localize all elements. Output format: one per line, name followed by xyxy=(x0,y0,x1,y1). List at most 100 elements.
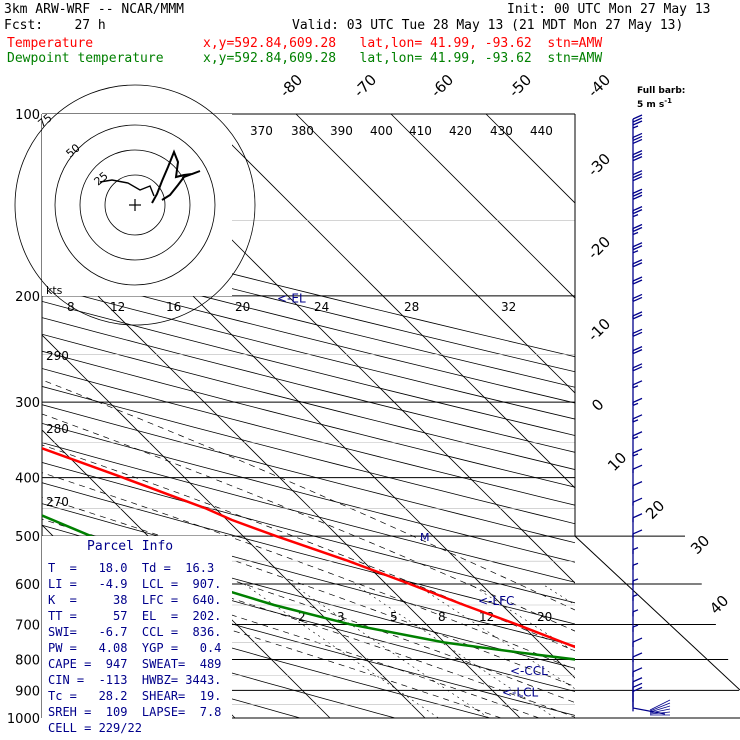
barb-full xyxy=(632,529,643,535)
wind-barb xyxy=(632,223,643,249)
isotherm-label: 40 xyxy=(706,592,732,618)
barb-full xyxy=(632,686,643,692)
barb-full xyxy=(632,349,643,355)
hodograph-trace-low xyxy=(99,179,155,197)
barb-full xyxy=(632,366,643,372)
parcel-row: PW = 4.08 YGP = 0.4 xyxy=(48,641,222,655)
mixing-ratio-label: 12 xyxy=(110,300,125,314)
hodograph-ring xyxy=(54,124,216,286)
barb-full xyxy=(632,513,643,519)
moist-adiabat xyxy=(42,555,540,718)
barb-full xyxy=(632,328,643,334)
wind-barb xyxy=(632,293,643,319)
wind-barb xyxy=(632,637,643,663)
parcel-row: TT = 57 EL = 202. xyxy=(48,609,222,623)
mixing-ratio-bottom-label: 5 xyxy=(390,610,398,624)
isotherm-label: -80 xyxy=(276,71,306,101)
isotherm-label: -30 xyxy=(584,150,614,180)
barb-full xyxy=(632,481,643,487)
parcel-marker: <-EL xyxy=(277,291,306,305)
barb-surface-cluster xyxy=(649,711,671,715)
mixing-ratio-label: 28 xyxy=(404,300,419,314)
barb-surface-cluster xyxy=(649,705,671,713)
barb-legend: Full barb: 5 m s-1 xyxy=(637,86,685,110)
barb-full xyxy=(632,677,643,683)
wind-barb xyxy=(632,578,639,601)
barb-full xyxy=(632,397,643,403)
temperature-legend: Temperature xyxy=(7,36,94,51)
barb-full xyxy=(632,431,643,437)
barb-surface-cluster xyxy=(649,708,671,714)
wind-barb xyxy=(632,311,643,336)
theta-label: 370 xyxy=(250,124,273,138)
mixing-ratio-line xyxy=(354,583,556,718)
theta-label: 380 xyxy=(291,124,314,138)
wind-barb xyxy=(632,497,643,523)
isotherm-label: 30 xyxy=(687,532,713,558)
barb-full xyxy=(632,682,643,688)
pressure-label: 500 xyxy=(15,530,40,545)
theta-left-label: 280 xyxy=(46,422,69,436)
parcel-row: SREH = 109 LAPSE= 7.8 xyxy=(48,705,222,719)
barb-full xyxy=(632,346,643,352)
mixing-ratio-bottom-label: 2 xyxy=(298,610,306,624)
isotherm-label: 0 xyxy=(588,395,607,414)
parcel-info-title: Parcel Info xyxy=(87,539,174,554)
pressure-label: 900 xyxy=(15,684,40,699)
barb-full xyxy=(632,132,643,139)
barb-half xyxy=(632,402,639,406)
barb-full xyxy=(632,191,643,197)
hodograph-ring xyxy=(79,149,191,261)
barb-half xyxy=(632,624,639,628)
barb-half xyxy=(632,419,639,423)
barb-full xyxy=(632,276,643,282)
parcel-marker: <-LCL xyxy=(502,685,538,699)
barb-half xyxy=(632,609,639,613)
barb-half xyxy=(632,593,639,598)
barb-full xyxy=(632,363,643,369)
hodograph-ring xyxy=(14,84,256,326)
dewpoint-legend: Dewpoint temperature xyxy=(7,51,164,66)
theta-label: 400 xyxy=(370,124,393,138)
theta-label: 420 xyxy=(449,124,472,138)
barb-full xyxy=(632,245,643,251)
wind-barb xyxy=(632,547,639,570)
barb-full xyxy=(632,262,643,268)
barb-full xyxy=(632,173,643,179)
pressure-label: 300 xyxy=(15,396,40,411)
barb-full xyxy=(632,188,643,194)
model-title: 3km ARW-WRF -- NCAR/MMM xyxy=(4,2,185,17)
barb-full xyxy=(632,331,643,337)
mixing-ratio-label: 24 xyxy=(314,300,329,314)
barb-full xyxy=(632,637,643,643)
pressure-label: 800 xyxy=(15,653,40,668)
moist-adiabat xyxy=(42,413,575,632)
isotherm-line xyxy=(295,114,575,394)
wind-barb xyxy=(632,448,643,474)
theta-label: 440 xyxy=(530,124,553,138)
pressure-label: 700 xyxy=(15,618,40,633)
isotherm-label: -60 xyxy=(427,71,457,101)
barb-full xyxy=(632,448,643,454)
barb-full xyxy=(632,279,643,285)
barb-full xyxy=(632,194,643,200)
wind-barb xyxy=(632,562,639,586)
barb-half xyxy=(632,547,639,551)
barb-full xyxy=(632,380,643,386)
barb-legend-line2: 5 m s-1 xyxy=(637,96,685,110)
isotherm-label: 10 xyxy=(604,449,630,475)
barb-full xyxy=(632,150,643,156)
temperature-location: x,y=592.84,609.28 lat,lon= 41.99, -93.62… xyxy=(203,36,603,51)
barb-half xyxy=(632,385,639,389)
barb-full xyxy=(632,153,643,159)
pressure-label: 200 xyxy=(15,290,40,305)
wind-barbs xyxy=(632,114,671,716)
wind-barb xyxy=(632,682,643,708)
forecast-hour: Fcst: 27 h xyxy=(4,18,106,33)
pressure-label: 100 xyxy=(15,108,40,123)
wind-barb xyxy=(632,276,643,302)
barb-half xyxy=(632,125,639,129)
plot-right-skew-border xyxy=(574,535,740,691)
barb-full xyxy=(632,259,643,265)
hodograph-trace xyxy=(151,149,201,204)
